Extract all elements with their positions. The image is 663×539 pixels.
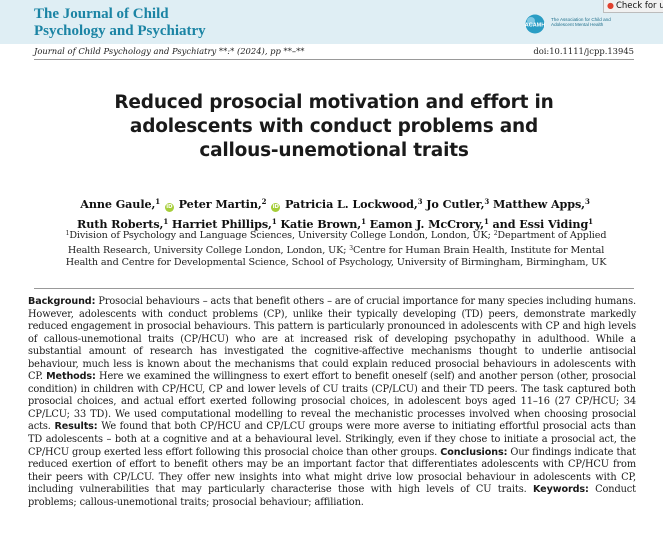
abstract: Background: Prosocial behaviours – acts … — [28, 296, 636, 509]
journal-citation: Journal of Child Psychology and Psychiat… — [34, 46, 305, 56]
abstract-conclusions-label: Conclusions: — [440, 446, 508, 458]
abstract-keywords-label: Keywords: — [533, 484, 589, 496]
article-title: Reduced prosocial motivation and effort … — [34, 91, 634, 163]
affiliation-text: Centre for Human Brain Health, Institute… — [353, 244, 605, 256]
check-for-updates-tab[interactable]: ●Check for up — [603, 0, 663, 13]
abstract-keywords-text: Conduct problems; callous-unemotional tr… — [28, 484, 636, 508]
journal-title-line2: Psychology and Psychiatry — [34, 23, 206, 39]
doi-link[interactable]: doi:10.1111/jcpp.13945 — [533, 46, 634, 56]
acamh-logo: ACAMH — [525, 14, 545, 34]
affiliation-sup: 2 — [493, 230, 498, 237]
abstract-results-label: Results: — [54, 421, 98, 433]
orcid-icon[interactable]: iD — [271, 203, 281, 212]
author-affiliation-sup: 1 — [163, 217, 169, 226]
affiliation-text: Division of Psychology and Language Scie… — [69, 230, 494, 241]
article-title-line: Reduced prosocial motivation and effort … — [114, 92, 554, 113]
abstract-background-text: Prosocial behaviours – acts that benefit… — [28, 296, 636, 383]
article-title-line: adolescents with conduct problems and — [129, 116, 539, 137]
article-title-line: callous-unemotional traits — [199, 140, 469, 161]
affiliation-sup: 3 — [349, 244, 354, 252]
author-name[interactable]: Eamon J. McCrory, — [369, 217, 484, 231]
author-affiliation-sup: 1 — [271, 217, 277, 226]
author-name[interactable]: Peter Martin, — [178, 197, 262, 211]
author-list: Anne Gaule,1 iD Peter Martin,2 iD Patric… — [30, 193, 640, 233]
author-affiliation-sup: 1 — [155, 197, 161, 206]
author-affiliation-sup: 2 — [261, 197, 267, 206]
abstract-divider — [34, 288, 634, 289]
affiliation-line-1: 1Division of Psychology and Language Sci… — [30, 228, 642, 243]
header-divider — [34, 59, 634, 60]
abstract-methods-label: Methods: — [46, 371, 96, 383]
abstract-results-text: We found that both CP/HCU and CP/LCU gro… — [28, 421, 636, 458]
author-name[interactable]: Harriet Phillips, — [171, 217, 272, 231]
abstract-methods-text: Here we examined the willingness to exer… — [28, 371, 636, 433]
check-for-updates-label: Check for up — [615, 1, 663, 11]
author-name[interactable]: Anne Gaule, — [80, 197, 156, 211]
journal-header-band — [0, 0, 663, 44]
author-name[interactable]: and Essi Viding — [492, 217, 589, 231]
affiliation-sup: 1 — [65, 230, 70, 237]
abstract-background-label: Background: — [28, 296, 96, 307]
author-affiliation-sup: 1 — [588, 217, 593, 226]
author-line-1: Anne Gaule,1 iD Peter Martin,2 iD Patric… — [30, 193, 640, 213]
author-affiliation-sup: 1 — [361, 217, 366, 226]
author-affiliation-sup: 1 — [483, 217, 489, 226]
journal-title-line1: The Journal of Child — [34, 6, 169, 22]
affiliation-text: Health Research, University College Lond… — [67, 244, 350, 256]
author-name[interactable]: Patricia L. Lockwood, — [285, 197, 418, 211]
affiliation-line-2: Health Research, University College Lond… — [30, 243, 642, 258]
author-name[interactable]: Matthew Apps, — [493, 197, 585, 211]
acamh-logo-text: ACAMH — [525, 23, 545, 29]
author-name[interactable]: Katie Brown, — [280, 217, 362, 231]
orcid-icon[interactable]: iD — [164, 203, 174, 212]
affiliation-text: Department of Applied — [497, 230, 607, 241]
author-line-2: Ruth Roberts,1 Harriet Phillips,1 Katie … — [30, 213, 640, 233]
author-name[interactable]: Jo Cutler, — [426, 197, 485, 211]
affiliation-line-3: Health and Centre for Developmental Scie… — [65, 257, 607, 269]
author-affiliation-sup: 3 — [484, 197, 490, 206]
author-name[interactable]: Ruth Roberts, — [77, 217, 164, 231]
crossmark-icon: ● — [607, 1, 614, 10]
acamh-association-text: The Association for Child and Adolescent… — [551, 17, 611, 28]
author-affiliation-sup: 3 — [584, 197, 590, 206]
abstract-conclusions-text: Our findings indicate that reduced exert… — [28, 446, 636, 496]
journal-title: The Journal of Child Psychology and Psyc… — [34, 6, 274, 40]
author-affiliation-sup: 3 — [417, 197, 423, 206]
affiliations: 1Division of Psychology and Language Sci… — [30, 228, 642, 270]
